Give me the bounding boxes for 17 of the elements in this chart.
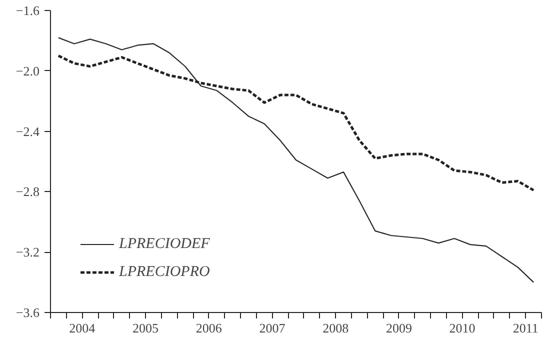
y-tick-label: −3.2 <box>16 244 40 260</box>
x-tick-label: 2008 <box>322 320 349 336</box>
x-tick-label: 2007 <box>259 320 286 336</box>
y-tick-label: −2.0 <box>16 63 40 78</box>
x-tick-label: 2011 <box>512 320 538 336</box>
x-tick-label: 2006 <box>196 320 222 336</box>
x-tick-label: 2009 <box>386 320 412 336</box>
y-tick-label: −3.6 <box>16 305 40 320</box>
y-tick-label: −2.4 <box>16 124 40 139</box>
y-tick-label: −2.8 <box>16 184 40 200</box>
x-tick-label: 2010 <box>449 320 476 336</box>
line-series <box>58 37 534 283</box>
x-tick-label: 2004 <box>69 320 96 336</box>
x-tick-label: 2005 <box>132 320 159 336</box>
legend-label: LPRECIODEF <box>119 236 210 252</box>
legend-label: LPRECIOPRO <box>119 264 210 280</box>
y-tick-label: −1.6 <box>16 3 40 18</box>
